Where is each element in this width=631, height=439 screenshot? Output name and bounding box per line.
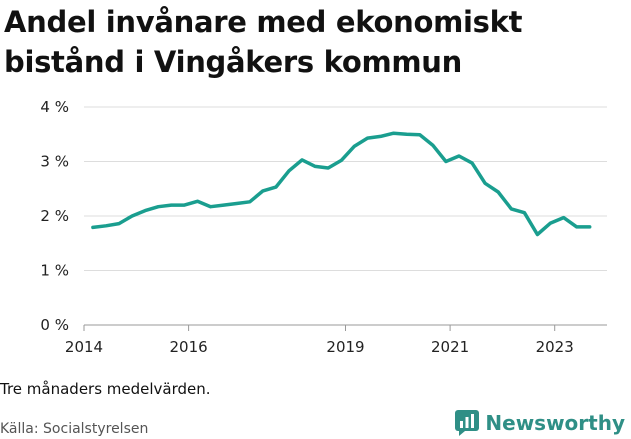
grid-lines	[84, 106, 607, 326]
brand-name: Newsworthy	[485, 411, 625, 435]
series-group	[91, 131, 592, 237]
y-axis-ticks: 0 % 1 % 2 % 3 % 4 %	[40, 98, 69, 334]
x-tick-label: 2021	[431, 338, 469, 356]
y-tick-label: 1 %	[40, 262, 69, 280]
y-tick-label: 0 %	[40, 316, 69, 334]
y-tick-label: 3 %	[40, 153, 69, 171]
newsworthy-logo-icon	[455, 410, 480, 436]
x-tick-label: 2023	[536, 338, 574, 356]
y-tick-label: 2 %	[40, 207, 69, 225]
source-text: Källa: Socialstyrelsen	[0, 421, 149, 437]
series-line	[91, 131, 592, 237]
y-tick-label: 4 %	[40, 98, 69, 116]
x-tick-label: 2014	[65, 338, 103, 356]
newsworthy-logo[interactable]: Newsworthy	[455, 408, 625, 438]
chart-note: Tre månaders medelvärden.	[0, 380, 211, 398]
x-tick-label: 2016	[170, 338, 208, 356]
x-tick-label: 2019	[326, 338, 364, 356]
x-axis-ticks: 2014 2016 2019 2021 2023	[65, 325, 574, 356]
chart-title: Andel invånare med ekonomiskt bistånd i …	[4, 5, 523, 79]
